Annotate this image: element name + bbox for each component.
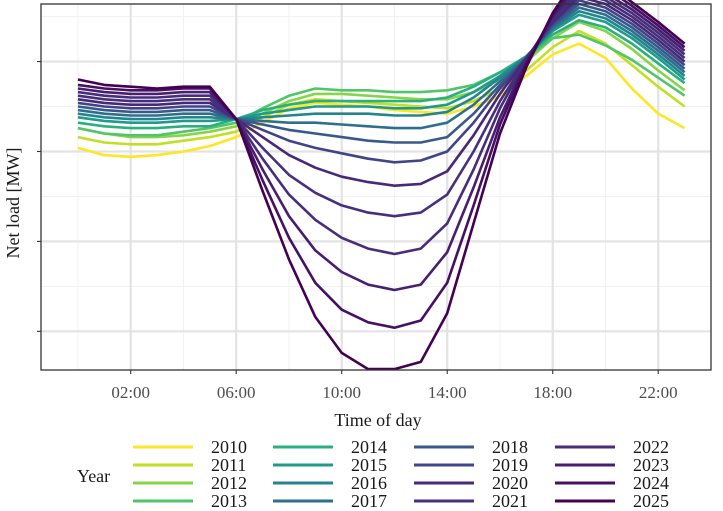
series-line-2011 [77, 29, 686, 146]
legend-title: Year [77, 466, 110, 486]
legend-item-2025: 2025 [555, 491, 669, 511]
legend-label-2025: 2025 [633, 491, 669, 511]
legend-label-2022: 2022 [633, 437, 669, 457]
legend-label-2020: 2020 [492, 473, 528, 493]
x-tick-label: 06:00 [217, 383, 256, 402]
legend-item-2012: 2012 [133, 473, 247, 493]
plot-panel [41, 4, 711, 370]
series-line-2018 [77, 2, 686, 144]
legend-label-2015: 2015 [351, 455, 387, 475]
legend-label-2024: 2024 [633, 473, 669, 493]
legend-item-2013: 2013 [133, 491, 247, 511]
legend-item-2015: 2015 [273, 455, 387, 475]
legend-item-2016: 2016 [273, 473, 387, 493]
x-axis-title: Time of day [334, 410, 421, 430]
x-tick-label: 10:00 [322, 383, 361, 402]
legend-item-2020: 2020 [414, 473, 528, 493]
series-line-2014 [77, 18, 686, 130]
panel-background [41, 4, 711, 370]
legend-item-2010: 2010 [133, 437, 247, 457]
legend-item-2022: 2022 [555, 437, 669, 457]
legend-label-2010: 2010 [211, 437, 247, 457]
legend-label-2012: 2012 [211, 473, 247, 493]
legend-label-2013: 2013 [211, 491, 247, 511]
series-line-2017 [77, 6, 686, 130]
series-line-2015 [77, 13, 686, 124]
legend-item-2023: 2023 [555, 455, 669, 475]
legend-item-2021: 2021 [414, 491, 528, 511]
series-line-2019 [77, 0, 686, 164]
legend-label-2011: 2011 [211, 455, 246, 475]
legend-label-2017: 2017 [351, 491, 387, 511]
legend-item-2019: 2019 [414, 455, 528, 475]
legend-item-2018: 2018 [414, 437, 528, 457]
legend-label-2014: 2014 [351, 437, 387, 457]
plot-frame [40, 3, 712, 371]
legend-item-2011: 2011 [133, 455, 246, 475]
legend-label-2023: 2023 [633, 455, 669, 475]
legend-item-2014: 2014 [273, 437, 387, 457]
y-axis-title: Net load [MW] [3, 148, 23, 259]
series-line-2024 [77, 0, 686, 330]
series-line-2023 [77, 0, 686, 292]
legend-label-2019: 2019 [492, 455, 528, 475]
legend-label-2016: 2016 [351, 473, 387, 493]
series-line-2013 [77, 33, 686, 137]
series-line-2012 [77, 20, 686, 139]
series-lines [77, 0, 686, 371]
x-tick-label: 14:00 [428, 383, 467, 402]
series-line-2016 [77, 9, 686, 121]
legend-label-2021: 2021 [492, 491, 528, 511]
x-tick-label: 18:00 [533, 383, 572, 402]
x-tick-labels: 02:00 06:00 10:00 14:00 18:00 22:00 [111, 383, 677, 402]
series-line-2022 [77, 0, 686, 256]
axis-ticks [37, 61, 659, 374]
series-line-2025 [77, 0, 686, 371]
series-line-2020 [77, 0, 686, 187]
panel-border [40, 3, 712, 371]
x-tick-label: 22:00 [639, 383, 678, 402]
legend: Year 20102011201220132014201520162017201… [77, 437, 669, 511]
legend-label-2018: 2018 [492, 437, 528, 457]
series-line-2021 [77, 0, 686, 218]
legend-item-2024: 2024 [555, 473, 669, 493]
legend-item-2017: 2017 [273, 491, 387, 511]
x-tick-label: 02:00 [111, 383, 150, 402]
